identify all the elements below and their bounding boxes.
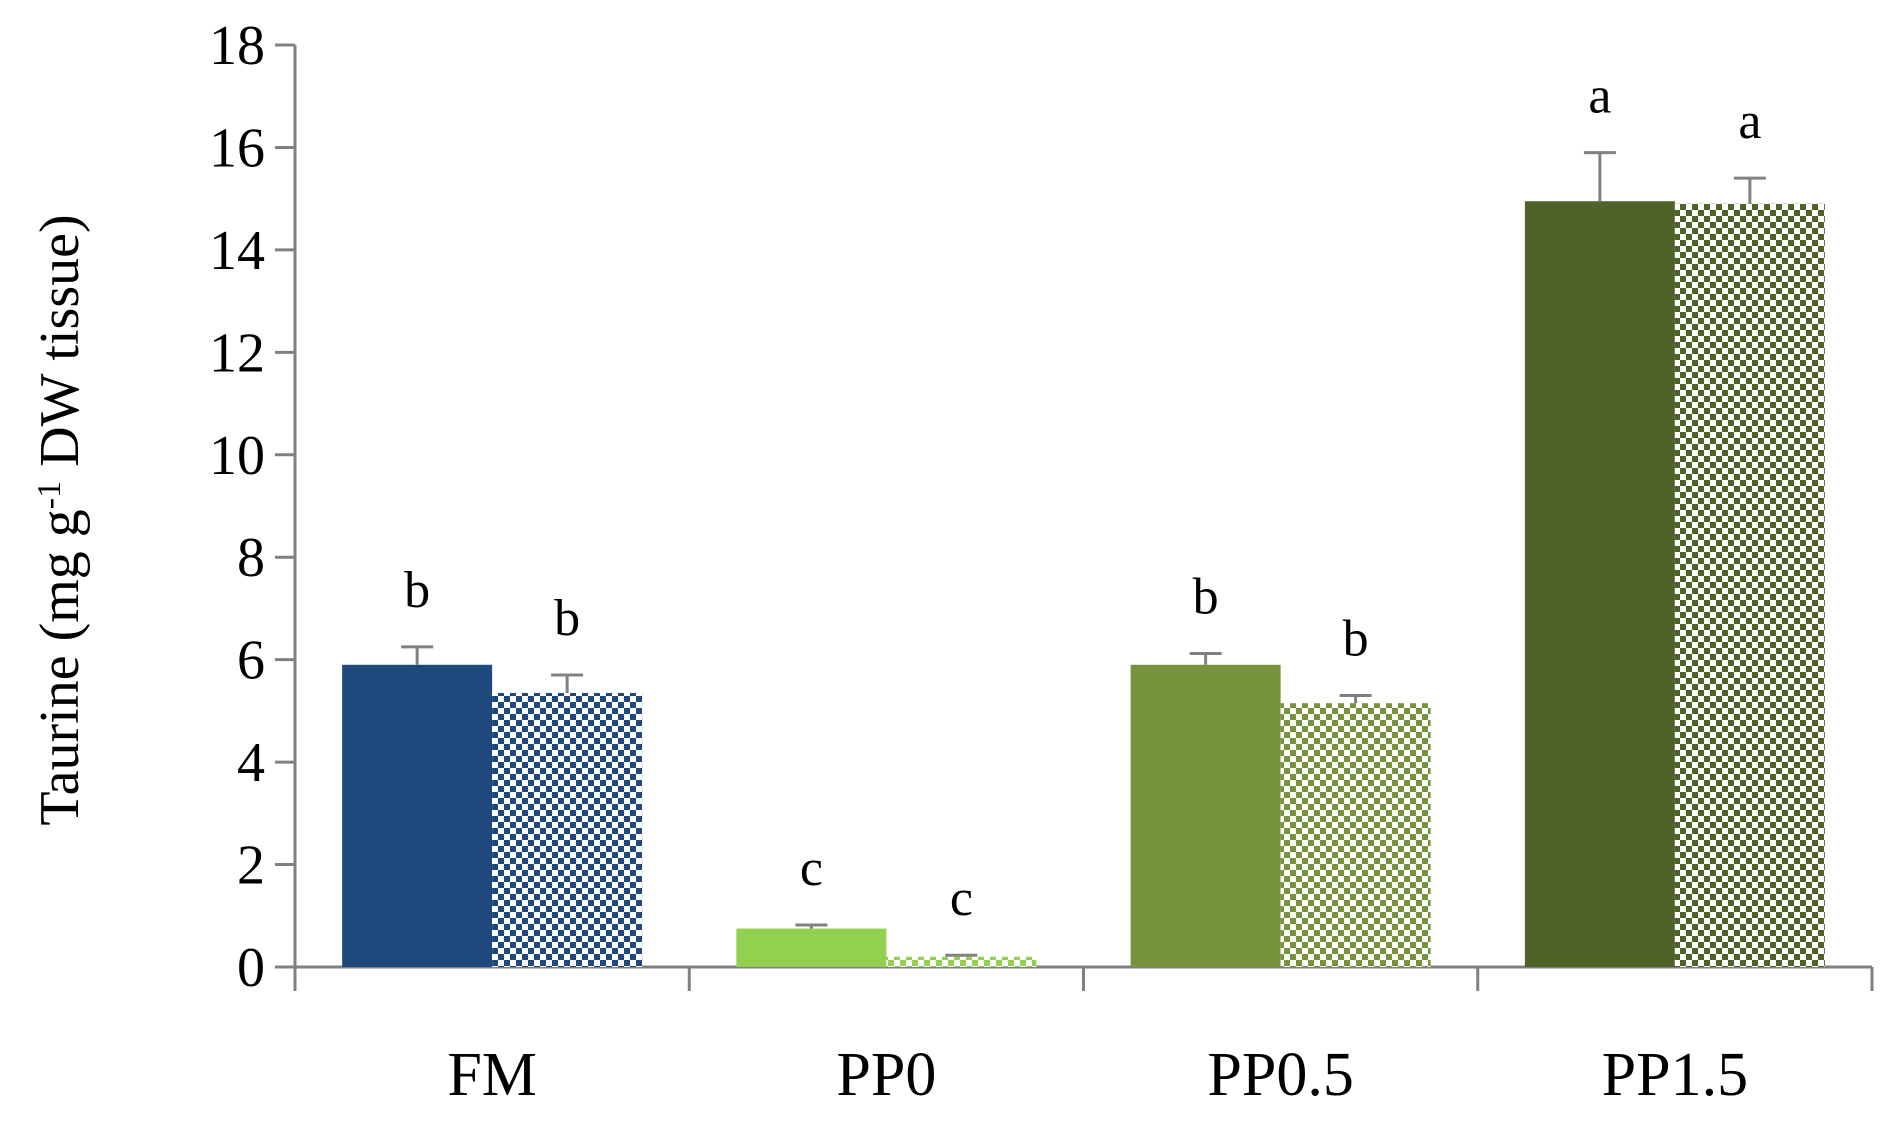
y-tick-label: 12 — [209, 322, 265, 384]
x-category-label: FM — [447, 1041, 537, 1109]
y-tick-label: 14 — [209, 220, 265, 282]
significance-label: b — [1193, 569, 1219, 626]
significance-label: b — [1343, 611, 1369, 668]
bar-pp1-5-patterned — [1674, 203, 1825, 968]
bar-fm-solid — [342, 664, 493, 967]
y-tick-label: 4 — [237, 732, 265, 794]
y-tick-label: 10 — [209, 425, 265, 487]
x-category-label: PP0 — [836, 1041, 936, 1109]
y-tick-label: 8 — [237, 527, 265, 589]
y-tick-label: 2 — [237, 835, 265, 897]
significance-label: a — [1738, 93, 1761, 150]
bar-pp0-solid — [736, 928, 887, 967]
significance-label: c — [800, 840, 823, 897]
significance-label: b — [554, 590, 580, 647]
bar-fm-patterned — [492, 692, 643, 967]
x-category-label: PP1.5 — [1602, 1041, 1748, 1109]
y-tick-label: 18 — [209, 15, 265, 77]
y-tick-label: 0 — [237, 937, 265, 999]
bar-pp0-5-solid — [1130, 664, 1281, 967]
y-axis-title: Taurine (mg g-1 DW tissue) — [29, 214, 91, 825]
y-tick-label: 16 — [209, 117, 265, 179]
significance-label: a — [1588, 68, 1611, 125]
x-category-label: PP0.5 — [1207, 1041, 1353, 1109]
bar-pp1-5-solid — [1524, 201, 1675, 967]
bar-pp0-5-patterned — [1280, 703, 1431, 967]
bar-pp0-patterned — [886, 956, 1037, 967]
significance-label: c — [950, 870, 973, 927]
significance-label: b — [404, 562, 430, 619]
plot-area: 0 2 4 6 8 10 12 14 16 18 b b FM c c PP0 b b PP0.5 a a PP1.5 — [209, 15, 1874, 1109]
y-tick-label: 6 — [237, 630, 265, 692]
